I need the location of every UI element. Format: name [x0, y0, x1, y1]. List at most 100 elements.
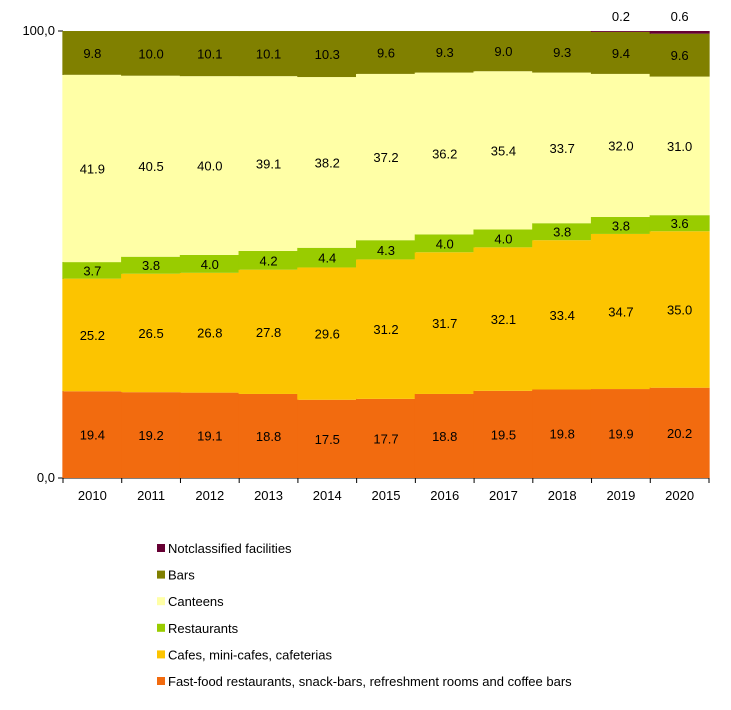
- bar-segment: [179, 392, 240, 478]
- bar-segment: [297, 267, 358, 400]
- bar-segment: [590, 31, 651, 32]
- bar-segment: [590, 389, 651, 478]
- y-axis-ticks: 0,0 100,0: [22, 23, 710, 485]
- legend-swatch: [157, 570, 165, 579]
- data-label: 31.2: [373, 322, 398, 337]
- bar-segment: [414, 234, 475, 253]
- data-labels-group: 19.4 25.2 3.7 41.9 9.8 19.2 26.5 3.8 40.5 10.0 19.…: [80, 9, 693, 447]
- bar-segment: [179, 254, 240, 273]
- data-label: 4.4: [318, 251, 336, 266]
- bar-segment: [62, 391, 123, 478]
- bar-segment: [649, 387, 710, 478]
- bar-segment: [356, 73, 416, 241]
- data-label: 17.5: [315, 432, 340, 447]
- data-label: 40.0: [197, 159, 222, 174]
- data-label: 35.4: [491, 143, 516, 158]
- data-label: 9.3: [553, 45, 571, 60]
- legend-label: Canteens: [168, 594, 224, 609]
- bar-segment: [414, 31, 475, 73]
- bar-segment: [649, 215, 710, 232]
- bar-segment: [649, 31, 710, 34]
- data-label: 4.0: [201, 257, 219, 272]
- data-label: 37.2: [373, 150, 398, 165]
- data-label: 9.6: [671, 48, 689, 63]
- bar-segment: [473, 31, 534, 72]
- bar-segment: [121, 256, 182, 274]
- x-tick-label: 2012: [195, 488, 224, 503]
- legend: Notclassified facilities Bars Canteens Rest…: [157, 541, 572, 689]
- bar-segment: [473, 229, 534, 248]
- data-label: 31.7: [432, 316, 457, 331]
- data-label: 33.4: [550, 308, 575, 323]
- data-label: 0.2: [612, 9, 630, 24]
- bar-segment: [414, 252, 475, 394]
- data-label: 19.2: [138, 428, 163, 443]
- bar-segment: [356, 31, 416, 74]
- x-tick-label: 2019: [606, 488, 635, 503]
- data-label: 34.7: [608, 304, 633, 319]
- data-label: 19.9: [608, 427, 633, 442]
- legend-swatch: [157, 677, 165, 685]
- bar-segment: [532, 31, 593, 73]
- x-tick-label: 2014: [313, 488, 342, 503]
- bar-segment: [121, 273, 182, 393]
- data-label: 36.2: [432, 146, 457, 161]
- bars-group: [62, 31, 710, 478]
- data-label: 38.2: [315, 155, 340, 170]
- data-label: 9.8: [83, 46, 101, 61]
- data-label: 3.6: [671, 216, 689, 231]
- bar-segment: [179, 76, 240, 255]
- data-label: 10.0: [138, 46, 163, 61]
- data-label: 9.6: [377, 45, 395, 60]
- data-label: 4.3: [377, 243, 395, 258]
- data-label: 3.7: [83, 263, 101, 278]
- legend-swatch: [157, 650, 165, 659]
- data-label: 17.7: [373, 431, 398, 446]
- data-label: 9.4: [612, 46, 630, 61]
- bar-segment: [121, 75, 182, 257]
- data-label: 9.3: [436, 45, 454, 60]
- y-tick-label: 100,0: [22, 23, 55, 38]
- data-label: 26.5: [138, 326, 163, 341]
- bar-segment: [649, 33, 710, 77]
- data-label: 35.0: [667, 302, 692, 317]
- bar-segment: [62, 262, 123, 279]
- legend-label: Bars: [168, 568, 195, 583]
- data-label: 10.3: [315, 47, 340, 62]
- bar-segment: [532, 240, 593, 390]
- data-label: 10.1: [256, 47, 281, 62]
- y-tick-label: 0,0: [37, 470, 55, 485]
- data-label: 18.8: [256, 429, 281, 444]
- x-tick-label: 2015: [372, 488, 401, 503]
- bar-segment: [121, 31, 182, 76]
- x-tick-label: 2011: [137, 488, 165, 503]
- bar-segment: [238, 250, 299, 270]
- data-label: 3.8: [553, 225, 571, 240]
- bar-segment: [62, 31, 123, 75]
- data-label: 29.6: [315, 327, 340, 342]
- legend-swatch: [157, 597, 165, 606]
- data-label: 32.0: [608, 138, 633, 153]
- bar-segment: [238, 393, 299, 478]
- legend-swatch: [157, 623, 165, 632]
- bar-segment: [649, 231, 710, 388]
- data-label: 20.2: [667, 426, 692, 441]
- bar-segment: [356, 240, 416, 260]
- bar-segment: [532, 389, 593, 478]
- bar-segment: [414, 72, 475, 235]
- data-label: 39.1: [256, 157, 281, 172]
- bar-segment: [590, 73, 651, 217]
- bar-segment: [62, 278, 123, 392]
- bar-segment: [121, 392, 182, 478]
- bar-segment: [297, 247, 358, 268]
- data-label: 3.8: [142, 258, 160, 273]
- data-label: 4.0: [494, 231, 512, 246]
- x-tick-label: 2018: [548, 488, 577, 503]
- x-tick-label: 2020: [665, 488, 694, 503]
- x-tick-label: 2016: [430, 488, 459, 503]
- bar-segment: [238, 31, 299, 77]
- data-label: 41.9: [80, 161, 105, 176]
- bar-segment: [62, 74, 123, 263]
- data-label: 26.8: [197, 326, 222, 341]
